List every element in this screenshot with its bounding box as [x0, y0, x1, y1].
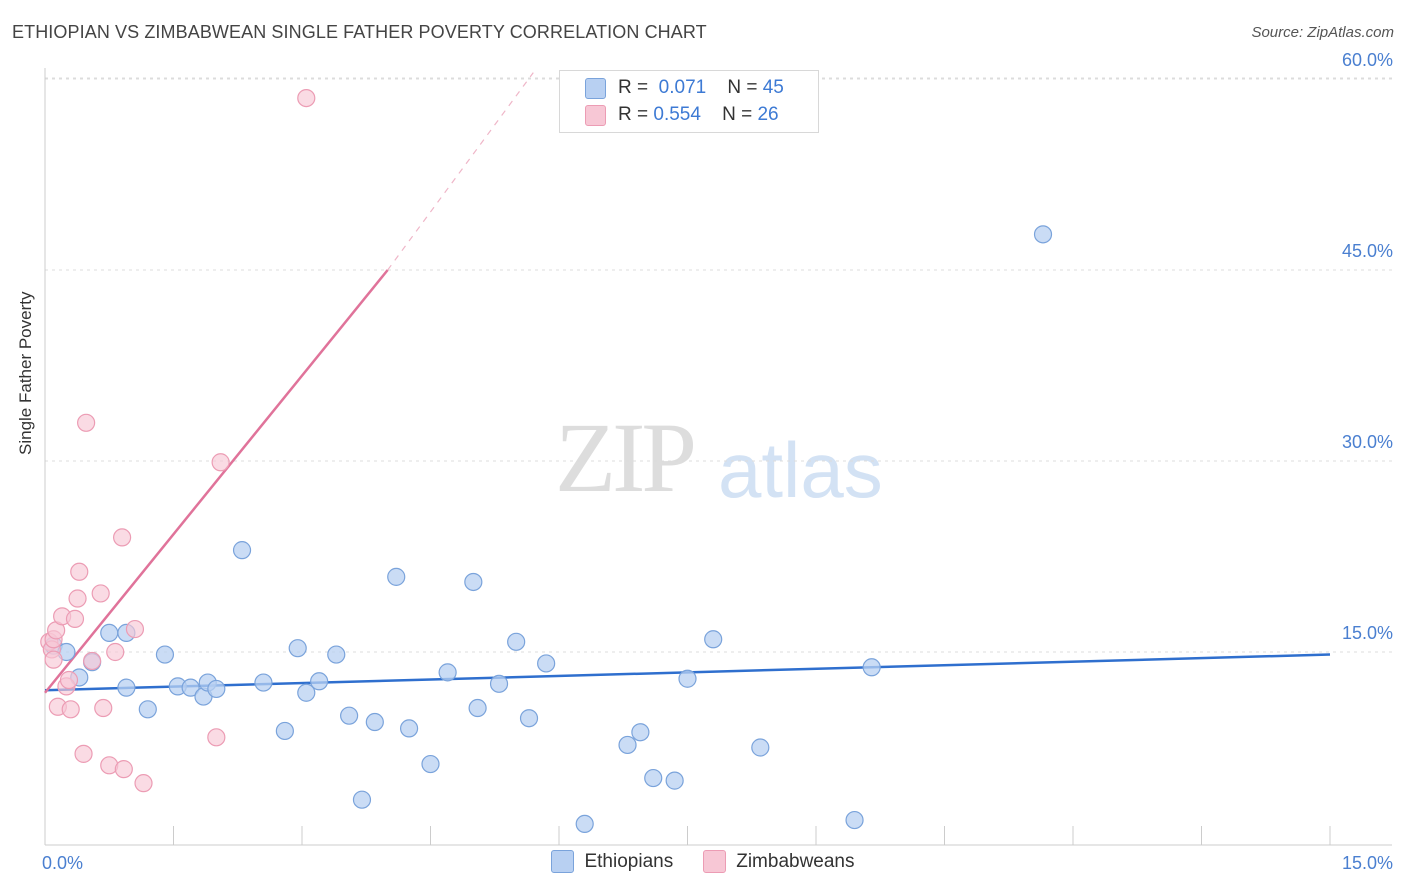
series-swatch-zimbabweans [703, 850, 727, 873]
point-ethiopians-10 [181, 678, 200, 697]
point-ethiopians-20 [327, 645, 346, 664]
legend-swatch-ethiopians [585, 77, 606, 99]
legend-row-ethiopians: R = 0.071 N = 45 [585, 75, 784, 101]
point-ethiopians-41 [751, 738, 770, 757]
series-label-ethiopians: Ethiopians [584, 850, 674, 872]
point-ethiopians-30 [489, 674, 509, 693]
tick-labels: 15.0% 30.0% 45.0% 60.0% 0.0% 15.0% [42, 50, 1393, 873]
point-ethiopians-39 [678, 669, 697, 688]
legend-r-value-zimbabweans: 0.554 [653, 104, 701, 125]
point-ethiopians-32 [519, 709, 539, 728]
series-legend: Ethiopians Zimbabweans [0, 850, 1406, 873]
y-tick-label-2: 45.0% [1342, 241, 1393, 261]
series-label-zimbabweans: Zimbabweans [736, 850, 855, 872]
chart-title: ETHIOPIAN VS ZIMBABWEAN SINGLE FATHER PO… [12, 22, 707, 42]
axes [44, 68, 1392, 846]
point-ethiopians-43 [862, 658, 881, 677]
point-ethiopians-40 [704, 630, 723, 649]
trend-line-zimbabweans [44, 269, 389, 694]
point-ethiopians-37 [644, 768, 663, 788]
grid-lines [45, 77, 1392, 653]
point-ethiopians-27 [438, 663, 457, 682]
point-ethiopians-21 [340, 706, 359, 725]
trend-line-zimbabweans-extension [387, 72, 534, 271]
point-ethiopians-23 [365, 712, 384, 732]
point-ethiopians-34 [575, 814, 594, 834]
series-legend-ethiopians[interactable]: Ethiopians [551, 850, 673, 873]
point-zimbabweans-9 [61, 700, 80, 719]
legend-swatch-zimbabweans [585, 104, 606, 126]
point-zimbabweans-26 [297, 88, 316, 108]
y-tick-label-0: 15.0% [1342, 623, 1393, 643]
point-zimbabweans-11 [68, 589, 87, 608]
point-ethiopians-7 [138, 700, 157, 719]
point-zimbabweans-2 [44, 650, 63, 669]
point-ethiopians-42 [845, 810, 864, 830]
point-ethiopians-13 [207, 679, 226, 699]
point-zimbabweans-22 [125, 619, 145, 639]
point-zimbabweans-12 [70, 562, 89, 581]
point-zimbabweans-17 [94, 698, 113, 718]
point-ethiopians-38 [665, 771, 684, 790]
source-label: Source: ZipAtlas.com [1251, 24, 1394, 41]
point-zimbabweans-13 [74, 744, 93, 763]
y-axis-label: Single Father Poverty [16, 291, 35, 455]
point-ethiopians-16 [275, 721, 294, 741]
point-ethiopians-15 [254, 673, 273, 692]
legend-r-value-ethiopians: 0.071 [658, 77, 707, 98]
point-ethiopians-35 [618, 735, 637, 755]
legend-r-label: R = [618, 77, 649, 98]
legend-row-zimbabweans: R = 0.554 N = 26 [585, 102, 779, 128]
series-swatch-ethiopians [551, 850, 575, 873]
point-ethiopians-44 [1033, 225, 1053, 244]
trend-lines [44, 72, 1331, 694]
legend-n-label: N = [722, 104, 753, 125]
watermark-atlas: atlas [718, 426, 883, 514]
point-zimbabweans-8 [59, 670, 79, 690]
data-points [40, 88, 1053, 834]
point-ethiopians-18 [297, 683, 316, 702]
point-ethiopians-25 [399, 719, 419, 738]
legend-n-value-zimbabweans: 26 [757, 104, 779, 125]
point-ethiopians-26 [421, 754, 440, 774]
point-zimbabweans-19 [106, 642, 125, 662]
point-zimbabweans-23 [134, 774, 153, 793]
x-tick-label-0: 0.0% [42, 853, 83, 873]
point-ethiopians-28 [464, 572, 483, 592]
point-zimbabweans-24 [207, 728, 226, 747]
point-ethiopians-8 [155, 645, 175, 664]
point-zimbabweans-14 [77, 413, 96, 432]
y-tick-label-3: 60.0% [1342, 50, 1393, 70]
point-ethiopians-6 [117, 678, 136, 697]
point-zimbabweans-16 [91, 584, 110, 603]
point-ethiopians-36 [631, 723, 650, 742]
point-zimbabweans-20 [112, 528, 132, 547]
point-ethiopians-4 [100, 623, 119, 643]
stats-legend: R = 0.071 N = 45 R = 0.554 N = 26 [559, 70, 819, 133]
legend-n-label: N = [727, 77, 758, 98]
point-ethiopians-19 [310, 672, 329, 691]
point-ethiopians-31 [507, 632, 526, 651]
legend-r-label: R = [618, 104, 649, 125]
point-ethiopians-14 [232, 541, 252, 560]
watermark-zip: ZIP [555, 402, 697, 513]
point-ethiopians-24 [387, 567, 406, 586]
point-zimbabweans-15 [83, 651, 102, 671]
point-ethiopians-22 [352, 790, 372, 809]
point-ethiopians-33 [537, 654, 556, 673]
point-zimbabweans-25 [211, 453, 230, 472]
point-ethiopians-17 [288, 639, 307, 658]
y-tick-label-1: 30.0% [1342, 432, 1393, 452]
point-zimbabweans-10 [65, 609, 85, 628]
point-zimbabweans-21 [114, 760, 133, 779]
legend-n-value-ethiopians: 45 [762, 77, 784, 98]
x-tick-label-1: 15.0% [1342, 853, 1393, 873]
series-legend-zimbabweans[interactable]: Zimbabweans [703, 850, 855, 873]
point-ethiopians-29 [468, 698, 487, 718]
